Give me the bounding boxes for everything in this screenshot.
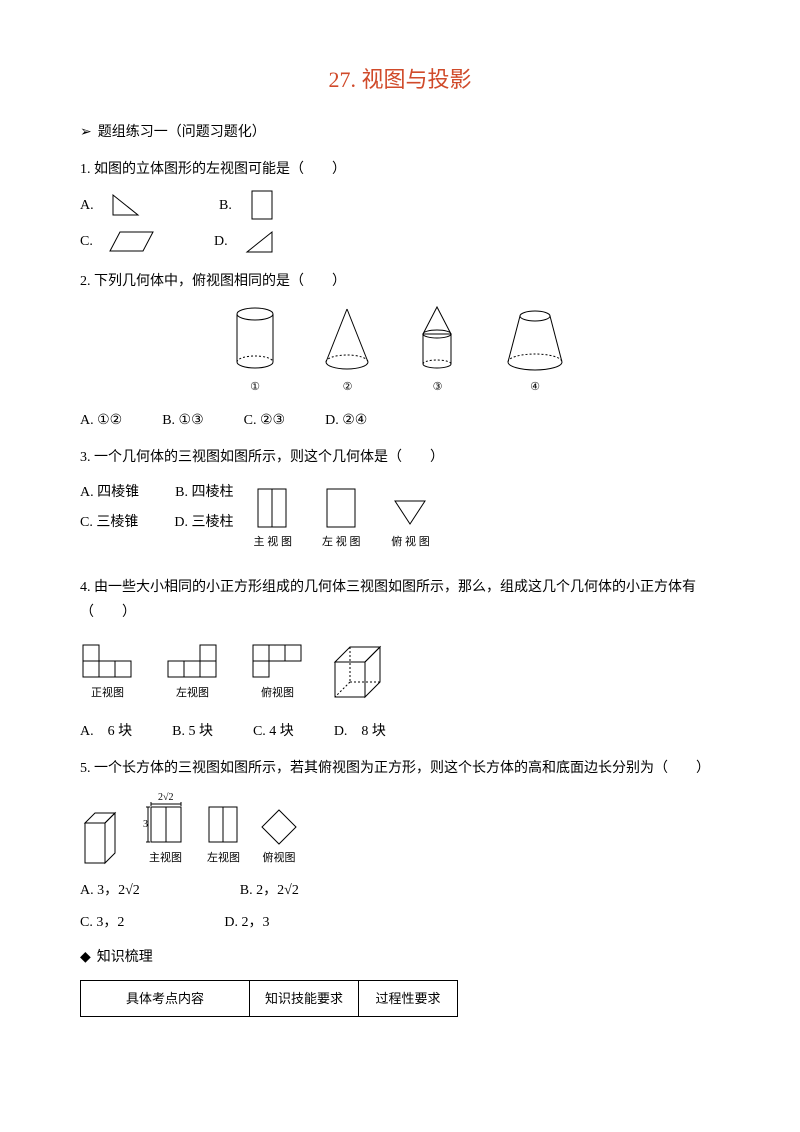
q2-options: A. ①② B. ①③ C. ②③ D. ②④ — [80, 408, 720, 433]
q3-top-view-icon — [390, 496, 430, 531]
q5-v3-label: 俯视图 — [259, 849, 299, 869]
q4-top-view-icon — [250, 642, 305, 682]
q5-left-view-icon — [206, 792, 241, 847]
q3-views: 主 视 图 左 视 图 俯 视 图 — [253, 486, 430, 553]
q3-v2-label: 左 视 图 — [322, 533, 361, 553]
q4-b: B. 5 块 — [172, 719, 213, 744]
table-h1: 具体考点内容 — [81, 981, 250, 1017]
table-h2: 知识技能要求 — [250, 981, 359, 1017]
knowledge-table: 具体考点内容 知识技能要求 过程性要求 — [80, 980, 458, 1017]
q3-d: D. 三棱柱 — [174, 510, 233, 535]
q2-label-4: ④ — [500, 378, 570, 398]
q5-front-view-icon: 2√2 3 — [143, 792, 188, 847]
q3-left-view-icon — [324, 486, 359, 531]
q4-options: A. 6 块 B. 5 块 C. 4 块 D. 8 块 — [80, 719, 720, 744]
q1-d-label: D. — [214, 229, 234, 254]
q1-row-ab: A. B. — [80, 188, 720, 223]
q1-a-label: A. — [80, 193, 100, 218]
q2-text: 2. 下列几何体中，俯视图相同的是（ ） — [80, 269, 720, 294]
q5-a: A. 3，2√2 — [80, 878, 140, 903]
q5-options-2: C. 3，2 D. 2，3 — [80, 910, 720, 935]
q2-label-2: ② — [320, 378, 375, 398]
q4-views: 正视图 左视图 俯视图 — [80, 642, 305, 704]
cone-icon — [320, 304, 375, 374]
right-triangle-flip-icon — [242, 227, 277, 257]
cylinder-icon — [230, 304, 280, 374]
q2-a: A. ①② — [80, 408, 122, 433]
q2-label-1: ① — [230, 378, 280, 398]
q4-d: D. 8 块 — [334, 719, 386, 744]
parallelogram-icon — [108, 229, 158, 254]
q4-left-view-icon — [165, 642, 220, 682]
q5-v2-label: 左视图 — [206, 849, 241, 869]
q1-c-label: C. — [80, 229, 100, 254]
q4-a: A. 6 块 — [80, 719, 132, 744]
q2-shapes: ① ② ③ ④ — [80, 304, 720, 398]
q4-c: C. 4 块 — [253, 719, 294, 744]
right-triangle-icon — [108, 190, 143, 220]
q3-front-view-icon — [255, 486, 290, 531]
q3-v3-label: 俯 视 图 — [390, 533, 430, 553]
q3-text: 3. 一个几何体的三视图如图所示，则这个几何体是（ ） — [80, 445, 720, 470]
q5-top-view-icon — [259, 807, 299, 847]
q2-b: B. ①③ — [162, 408, 203, 433]
q4-v3-label: 俯视图 — [250, 684, 305, 704]
q3-b: B. 四棱柱 — [175, 480, 233, 505]
q1-text: 1. 如图的立体图形的左视图可能是（ ） — [80, 157, 720, 182]
q3-row-cd: C. 三棱锥 D. 三棱柱 — [80, 510, 233, 535]
q5-v1-label: 主视图 — [143, 849, 188, 869]
q5-b: B. 2，2√2 — [240, 878, 299, 903]
q5-c: C. 3，2 — [80, 910, 124, 935]
section-2-header: 知识梳理 — [80, 945, 720, 970]
cone-on-cylinder-icon — [415, 304, 460, 374]
q4-text: 4. 由一些大小相同的小正方形组成的几何体三视图如图所示，那么，组成这几个几何体… — [80, 575, 720, 625]
q5-d: D. 2，3 — [224, 910, 269, 935]
frustum-icon — [500, 304, 570, 374]
q1-b-label: B. — [219, 193, 239, 218]
q2-c: C. ②③ — [244, 408, 285, 433]
q3-row-ab: A. 四棱锥 B. 四棱柱 — [80, 480, 233, 505]
table-h3: 过程性要求 — [359, 981, 458, 1017]
q4-v1-label: 正视图 — [80, 684, 135, 704]
page-title: 27. 视图与投影 — [80, 60, 720, 100]
q2-d: D. ②④ — [325, 408, 367, 433]
q5-options-1: A. 3，2√2 B. 2，2√2 — [80, 878, 720, 903]
q3-v1-label: 主 视 图 — [253, 533, 292, 553]
q4-v2-label: 左视图 — [165, 684, 220, 704]
cube-3d-icon — [325, 637, 405, 707]
cuboid-3d-icon — [80, 808, 125, 868]
section-1-header: 题组练习一（问题习题化） — [80, 120, 720, 145]
q1-row-cd: C. D. — [80, 227, 720, 257]
q5-text: 5. 一个长方体的三视图如图所示，若其俯视图为正方形，则这个长方体的高和底面边长… — [80, 756, 720, 781]
rectangle-icon — [247, 188, 277, 223]
table-row: 具体考点内容 知识技能要求 过程性要求 — [81, 981, 458, 1017]
q3-a: A. 四棱锥 — [80, 480, 139, 505]
q5-views: 2√2 3 主视图 左视图 俯视图 — [80, 792, 720, 869]
q5-dim2: 3 — [143, 819, 148, 830]
q3-c: C. 三棱锥 — [80, 510, 138, 535]
q4-front-view-icon — [80, 642, 135, 682]
q2-label-3: ③ — [415, 378, 460, 398]
q5-dim1: 2√2 — [158, 792, 174, 803]
